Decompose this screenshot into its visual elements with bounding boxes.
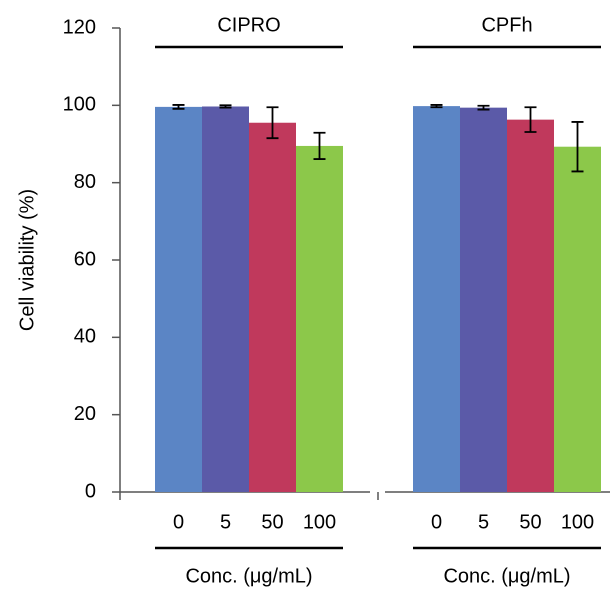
x-tick-label: 0 xyxy=(173,511,184,533)
bar xyxy=(155,106,202,492)
x-tick-label: 0 xyxy=(431,511,442,533)
bar xyxy=(554,146,601,492)
error-bar xyxy=(313,131,326,160)
bar xyxy=(249,122,296,492)
bar xyxy=(202,106,249,492)
error-bar xyxy=(430,104,443,109)
x-tick-label: 100 xyxy=(561,511,594,533)
error-bar xyxy=(219,104,232,109)
y-tick-label: 100 xyxy=(63,94,96,116)
group-title: CPFh xyxy=(481,14,532,36)
y-tick-label: 40 xyxy=(74,326,96,348)
bar xyxy=(507,119,554,492)
error-bar xyxy=(172,104,185,110)
y-tick-label: 20 xyxy=(74,403,96,425)
x-tick-label: 5 xyxy=(220,511,231,533)
y-tick-label: 60 xyxy=(74,248,96,270)
x-tick-label: 5 xyxy=(478,511,489,533)
error-bar xyxy=(266,106,279,140)
y-axis-label: Cell viability (%) xyxy=(16,189,38,331)
bar xyxy=(296,145,343,492)
y-tick-label: 0 xyxy=(85,480,96,502)
bar xyxy=(413,106,460,493)
x-tick-label: 100 xyxy=(303,511,336,533)
group-title: CIPRO xyxy=(217,14,280,36)
bar xyxy=(460,107,507,493)
x-tick-label: 50 xyxy=(261,511,283,533)
error-bar xyxy=(477,104,490,111)
error-bar xyxy=(571,121,584,173)
x-tick-label: 50 xyxy=(519,511,541,533)
x-axis-label: Conc. (μg/mL) xyxy=(185,565,312,587)
x-axis-label: Conc. (μg/mL) xyxy=(443,565,570,587)
error-bar xyxy=(524,106,537,133)
y-tick-label: 120 xyxy=(63,16,96,38)
y-tick-label: 80 xyxy=(74,171,96,193)
